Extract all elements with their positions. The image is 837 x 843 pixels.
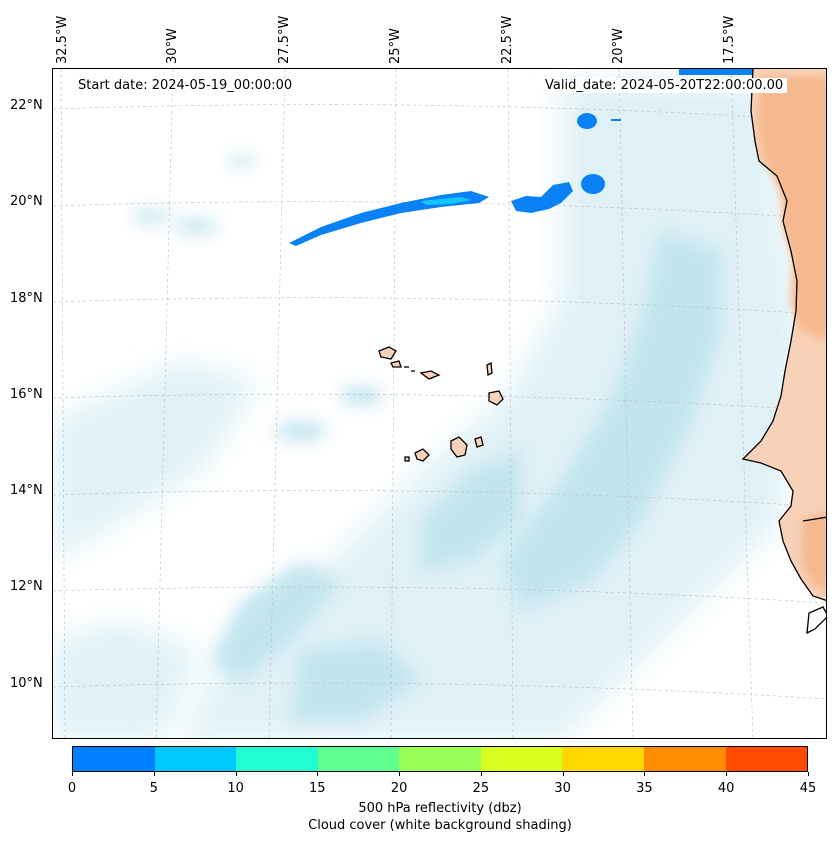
colorbar-tickmark <box>808 772 809 776</box>
colorbar-subtitle: Cloud cover (white background shading) <box>308 818 572 833</box>
graticule <box>53 69 826 738</box>
colorbar-segment-30-35 <box>562 747 644 771</box>
colorbar-tick-40: 35 <box>636 781 653 796</box>
colorbar-tick-30: 25 <box>472 781 490 796</box>
colorbar-segment-35-40 <box>643 747 726 771</box>
longitude-label-17-5w: 17.5°W <box>722 15 737 64</box>
colorbar-tick-35: 30 <box>554 781 571 796</box>
colorbar-tickmark <box>480 772 482 776</box>
colorbar-tickmark <box>562 772 564 776</box>
map-panel <box>52 68 827 739</box>
map-canvas <box>53 69 826 738</box>
latitude-label-10n: 10°N <box>10 676 43 691</box>
longitude-label-25w: 25°W <box>388 28 403 64</box>
cloud-cover-shading <box>53 81 801 738</box>
colorbar-tickmark <box>317 772 319 776</box>
longitude-label-22-5w: 22.5°W <box>500 15 515 64</box>
colorbar-tick-15: 10 <box>227 781 244 796</box>
start-date-label: Start date: 2024-05-19_00:00:00 <box>74 78 297 93</box>
colorbar-tick-50: 45 <box>799 781 817 796</box>
colorbar-segment-15-20 <box>317 747 400 771</box>
longitude-label-27-5w: 27.5°W <box>277 15 292 64</box>
colorbar-tickmark <box>726 772 728 776</box>
valid-date-label: Valid_date: 2024-05-20T22:00:00.00 <box>541 78 788 93</box>
colorbar-segment-20-25 <box>399 747 481 771</box>
colorbar-tick-10: 5 <box>149 781 158 796</box>
colorbar-tick-25: 20 <box>390 781 408 796</box>
colorbar-tickmark <box>153 772 155 776</box>
colorbar-tickmark <box>235 772 237 776</box>
colorbar-title: 500 hPa reflectivity (dbz) <box>358 801 522 816</box>
colorbar-segment-10-15 <box>236 747 318 771</box>
colorbar-tick-45: 40 <box>717 781 735 796</box>
latitude-label-20n: 20°N <box>10 194 43 209</box>
colorbar-tick-20: 15 <box>309 781 326 796</box>
latitude-label-18n: 18°N <box>10 291 43 306</box>
longitude-label-30w: 30°W <box>165 28 180 64</box>
longitude-label-32-5w: 32.5°W <box>55 15 70 64</box>
colorbar-segment-0-5 <box>73 747 155 771</box>
latitude-label-12n: 12°N <box>10 579 43 594</box>
latitude-label-14n: 14°N <box>10 483 43 498</box>
colorbar-segment-40-45 <box>725 747 808 771</box>
reflectivity-colorbar <box>72 746 808 772</box>
colorbar-tickmark <box>72 772 73 776</box>
colorbar-segment-5-10 <box>154 747 237 771</box>
latitude-label-22n: 22°N <box>10 98 43 113</box>
colorbar-tickmark <box>644 772 646 776</box>
longitude-label-20w: 20°W <box>611 28 626 64</box>
cape-verde-islands <box>378 346 504 462</box>
latitude-label-16n: 16°N <box>10 387 43 402</box>
colorbar-tick-0: 0 <box>67 781 77 796</box>
colorbar-segment-25-30 <box>480 747 563 771</box>
colorbar-tickmark <box>399 772 401 776</box>
african-coast <box>741 69 826 635</box>
